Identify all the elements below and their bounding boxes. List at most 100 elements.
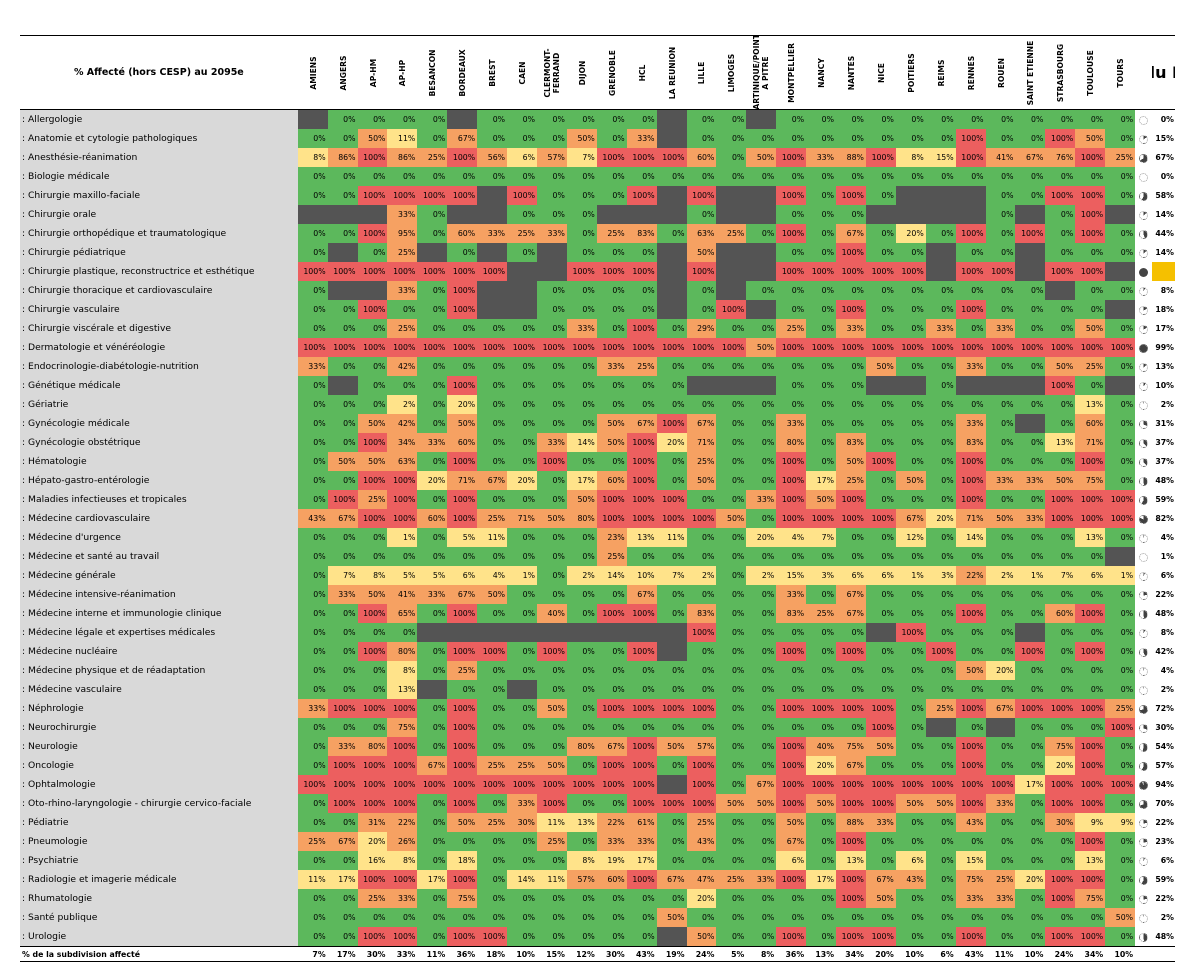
allocation-cell: 0% [716,167,747,186]
allocation-cell: 0% [1015,813,1046,832]
allocation-cell: 100% [1075,490,1106,509]
allocation-cell: 0% [776,908,807,927]
allocation-cell: 100% [327,756,358,775]
allocation-cell: 100% [447,281,478,300]
allocation-cell: 0% [925,414,956,433]
allocation-cell: 50% [806,794,837,813]
allocation-cell: 0% [925,908,956,927]
specialty-name: : Gériatrie [20,395,298,414]
allocation-cell: 0% [507,908,537,927]
allocation-cell: 0% [327,642,358,661]
allocation-cell: 13% [566,813,597,832]
allocation-cell: 0% [776,205,807,224]
allocation-cell: 0% [925,832,956,851]
city-label: TOURS [1115,57,1125,88]
allocation-cell: 0% [297,794,328,813]
des-share-value: 59% [1152,490,1175,509]
allocation-cell: 0% [686,109,717,129]
allocation-cell: 100% [1045,889,1076,908]
column-header-city: MONTPELLIER [776,35,807,110]
allocation-cell: 0% [686,661,717,680]
allocation-cell: 0% [1015,851,1046,870]
allocation-cell: 50% [836,452,866,471]
share-pie-icon [1139,458,1149,467]
city-label: DIJON [577,60,587,85]
allocation-cell: 0% [1015,490,1046,509]
pie-cell [1135,414,1153,433]
allocation-cell: 0% [955,832,986,851]
allocation-cell: 33% [327,737,358,756]
footer-empty [1135,945,1153,962]
footer-value: 11% [417,945,448,962]
allocation-cell: 0% [297,433,328,452]
allocation-cell [417,243,448,262]
allocation-cell: 100% [626,756,657,775]
allocation-cell: 100% [357,300,388,319]
allocation-cell: 80% [566,509,597,528]
allocation-cell: 25% [806,604,837,623]
allocation-cell: 0% [477,832,508,851]
city-label: LILLE [696,61,706,84]
allocation-cell: 100% [836,642,866,661]
allocation-cell: 0% [596,376,627,395]
allocation-cell: 0% [1105,642,1136,661]
allocation-cell [925,262,956,281]
allocation-cell: 100% [596,490,627,509]
specialty-name: : Oncologie [20,756,298,775]
allocation-cell: 0% [836,661,866,680]
allocation-cell: 0% [836,205,866,224]
allocation-cell: 60% [447,224,478,243]
allocation-cell: 0% [895,889,926,908]
allocation-cell: 0% [716,566,747,585]
allocation-cell: 0% [1075,585,1106,604]
allocation-cell: 100% [925,338,956,357]
allocation-cell: 0% [1015,281,1046,300]
specialty-name: : Médecine cardiovasculaire [20,509,298,528]
allocation-cell: 0% [716,775,747,794]
allocation-cell: 0% [596,661,627,680]
allocation-cell: 0% [656,471,687,490]
table-row: : Dermatologie et vénéréologie 100% 100% 10… [20,338,1175,357]
allocation-cell [626,205,657,224]
allocation-cell [716,262,747,281]
column-header-city: ROUEN [985,35,1016,110]
allocation-cell: 67% [447,585,478,604]
allocation-cell: 100% [477,642,508,661]
specialty-name: : Psychiatrie [20,851,298,870]
allocation-cell [507,281,537,300]
footer-value: 34% [836,945,866,962]
pie-cell [1135,908,1153,927]
allocation-cell: 63% [387,452,418,471]
allocation-cell: 100% [836,794,866,813]
allocation-cell: 60% [596,471,627,490]
allocation-cell: 0% [925,927,956,947]
share-pie-icon [1139,325,1149,334]
allocation-cell: 0% [865,851,896,870]
allocation-cell: 0% [297,661,328,680]
city-label: CAEN [517,61,527,84]
allocation-cell: 100% [776,186,807,205]
allocation-cell: 33% [477,224,508,243]
allocation-cell [865,205,896,224]
pie-cell [1135,395,1153,414]
allocation-cell: 0% [865,642,896,661]
allocation-cell: 100% [357,262,388,281]
footer-value: 10% [507,945,537,962]
allocation-cell [656,623,687,642]
allocation-cell: 100% [955,756,986,775]
allocation-cell: 0% [686,300,717,319]
allocation-cell: 0% [686,490,717,509]
allocation-cell: 0% [656,357,687,376]
footer-value: 19% [656,945,687,962]
allocation-cell: 2% [746,566,777,585]
share-pie-icon [1139,781,1149,790]
allocation-cell: 0% [1045,547,1076,566]
allocation-cell: 0% [865,832,896,851]
allocation-cell: 0% [716,737,747,756]
allocation-cell: 0% [596,243,627,262]
allocation-cell: 0% [716,756,747,775]
allocation-cell: 0% [536,737,567,756]
share-pie-icon [1139,572,1149,581]
allocation-cell [865,376,896,395]
allocation-cell: 0% [895,832,926,851]
